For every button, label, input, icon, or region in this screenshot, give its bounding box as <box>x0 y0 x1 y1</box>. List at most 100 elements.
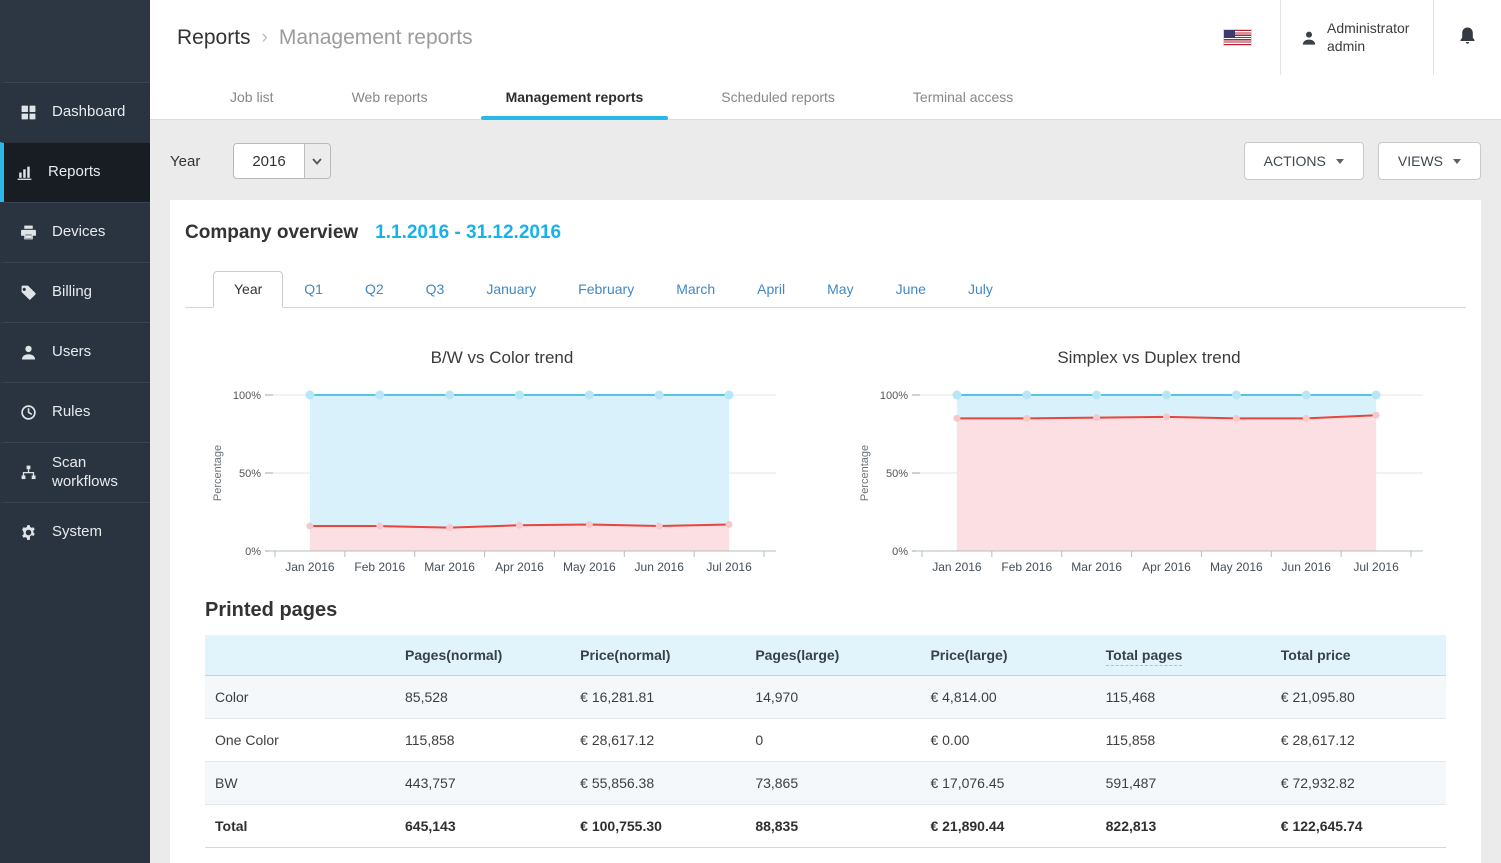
main-column: Reports › Management reports Administrat… <box>150 0 1501 863</box>
period-tab-q2[interactable]: Q2 <box>344 271 405 307</box>
printed-pages-table: Pages(normal) Price(normal) Pages(large) Pr… <box>205 635 1446 848</box>
tab-scheduled-reports[interactable]: Scheduled reports <box>696 75 860 119</box>
sidebar-item-label: Scan workflows <box>52 454 140 492</box>
period-tab-june[interactable]: June <box>875 271 947 307</box>
breadcrumb-root-link[interactable]: Reports <box>177 26 251 50</box>
table-cell: 115,858 <box>1096 718 1271 761</box>
sidebar-item-devices[interactable]: Devices <box>0 202 150 262</box>
period-tab-q1[interactable]: Q1 <box>283 271 344 307</box>
sitemap-icon <box>20 464 38 482</box>
column-header-label: Pages(normal) <box>405 647 502 663</box>
svg-text:Jan 2016: Jan 2016 <box>285 560 335 574</box>
sidebar-item-label: Users <box>52 343 91 362</box>
column-header-label: Total pages <box>1106 647 1183 666</box>
svg-text:Jul 2016: Jul 2016 <box>1353 560 1399 574</box>
user-name: Administrator <box>1327 20 1409 38</box>
caret-down-icon <box>1336 159 1344 164</box>
svg-text:100%: 100% <box>880 390 908 402</box>
table-row-total: Total645,143€ 100,755.3088,835€ 21,890.4… <box>205 804 1446 847</box>
chart-bw-vs-color: B/W vs Color trend 0%50%100%Jan 2016Feb … <box>207 348 797 583</box>
table-cell: € 17,076.45 <box>920 761 1095 804</box>
breadcrumb: Reports › Management reports <box>177 26 473 50</box>
column-header-label: Pages(large) <box>755 647 839 663</box>
caret-down-icon <box>1453 159 1461 164</box>
tab-terminal-access[interactable]: Terminal access <box>888 75 1038 119</box>
tab-management-reports[interactable]: Management reports <box>481 75 669 119</box>
period-tab-march[interactable]: March <box>655 271 736 307</box>
table-cell: 115,858 <box>395 718 570 761</box>
period-tab-february[interactable]: February <box>557 271 655 307</box>
column-header-pages-large-: Pages(large) <box>745 635 920 675</box>
table-cell: € 28,617.12 <box>570 718 745 761</box>
sidebar-item-scan-workflows[interactable]: Scan workflows <box>0 442 150 502</box>
table-cell: 443,757 <box>395 761 570 804</box>
table-cell: € 21,095.80 <box>1271 675 1446 718</box>
table-head: Pages(normal) Price(normal) Pages(large) Pr… <box>205 635 1446 675</box>
column-header-price-large-: Price(large) <box>920 635 1095 675</box>
page-content: Year 2016 ACTIONS VIEWS <box>150 120 1501 863</box>
column-header-total-price: Total price <box>1271 635 1446 675</box>
period-tab-q3[interactable]: Q3 <box>405 271 466 307</box>
period-tab-year[interactable]: Year <box>213 271 283 308</box>
svg-text:Jun 2016: Jun 2016 <box>1282 560 1332 574</box>
actions-button-label: ACTIONS <box>1264 153 1326 169</box>
breadcrumb-current: Management reports <box>279 26 473 50</box>
svg-text:Mar 2016: Mar 2016 <box>424 560 475 574</box>
period-tab-april[interactable]: April <box>736 271 806 307</box>
year-select[interactable]: 2016 <box>233 143 330 179</box>
user-role: admin <box>1327 38 1409 56</box>
table-cell: € 72,932.82 <box>1271 761 1446 804</box>
period-tab-january[interactable]: January <box>465 271 557 307</box>
row-label: Color <box>205 675 395 718</box>
table-cell: € 55,856.38 <box>570 761 745 804</box>
svg-text:0%: 0% <box>892 546 908 558</box>
column-header-label: Price(normal) <box>580 647 670 663</box>
table-cell: € 4,814.00 <box>920 675 1095 718</box>
period-tab-july[interactable]: July <box>947 271 1014 307</box>
charts-row: B/W vs Color trend 0%50%100%Jan 2016Feb … <box>185 348 1466 583</box>
year-filter-label: Year <box>170 153 200 170</box>
table-cell: 115,468 <box>1096 675 1271 718</box>
row-label: One Color <box>205 718 395 761</box>
actions-button[interactable]: ACTIONS <box>1244 142 1364 180</box>
sidebar-item-rules[interactable]: Rules <box>0 382 150 442</box>
table-cell: 822,813 <box>1096 804 1271 847</box>
sidebar-nav: DashboardReportsDevices Billing Users Rules… <box>0 82 150 562</box>
user-menu[interactable]: Administrator admin <box>1281 20 1433 55</box>
bw-vs-color-chart-canvas: 0%50%100%Jan 2016Feb 2016Mar 2016Apr 201… <box>207 378 797 583</box>
flag-canton <box>1224 30 1235 38</box>
sidebar-item-users[interactable]: Users <box>0 322 150 382</box>
tab-web-reports[interactable]: Web reports <box>327 75 453 119</box>
printed-pages-table-wrap: Pages(normal) Price(normal) Pages(large) Pr… <box>205 635 1446 848</box>
chevron-down-icon <box>304 144 330 178</box>
year-select-value: 2016 <box>234 144 303 178</box>
svg-text:Feb 2016: Feb 2016 <box>354 560 405 574</box>
notifications-button[interactable] <box>1434 26 1501 49</box>
svg-text:50%: 50% <box>886 468 908 480</box>
sidebar-item-dashboard[interactable]: Dashboard <box>0 82 150 142</box>
table-cell: 14,970 <box>745 675 920 718</box>
svg-text:100%: 100% <box>233 390 261 402</box>
gear-icon <box>20 524 38 542</box>
table-cell: 73,865 <box>745 761 920 804</box>
column-header-label: Total price <box>1281 647 1351 663</box>
views-button[interactable]: VIEWS <box>1378 142 1481 180</box>
chart-simplex-vs-duplex: Simplex vs Duplex trend 0%50%100%Jan 201… <box>854 348 1444 583</box>
column-header-pages-normal-: Pages(normal) <box>395 635 570 675</box>
sidebar-item-billing[interactable]: Billing <box>0 262 150 322</box>
us-flag-icon[interactable] <box>1224 30 1251 45</box>
chart-title: Simplex vs Duplex trend <box>854 348 1444 368</box>
filter-row: Year 2016 ACTIONS VIEWS <box>170 142 1481 180</box>
y-axis-label: Percentage <box>859 445 871 501</box>
tag-icon <box>20 284 38 302</box>
tab-job-list[interactable]: Job list <box>205 75 299 119</box>
table-cell: € 0.00 <box>920 718 1095 761</box>
sidebar-item-label: Billing <box>52 283 92 302</box>
sidebar-item-system[interactable]: System <box>0 502 150 562</box>
svg-text:Jun 2016: Jun 2016 <box>635 560 685 574</box>
table-cell: € 122,645.74 <box>1271 804 1446 847</box>
table-cell: € 16,281.81 <box>570 675 745 718</box>
x-axis: Jan 2016Feb 2016Mar 2016Apr 2016May 2016… <box>269 551 776 574</box>
sidebar-item-reports[interactable]: Reports <box>0 142 150 202</box>
period-tab-may[interactable]: May <box>806 271 874 307</box>
